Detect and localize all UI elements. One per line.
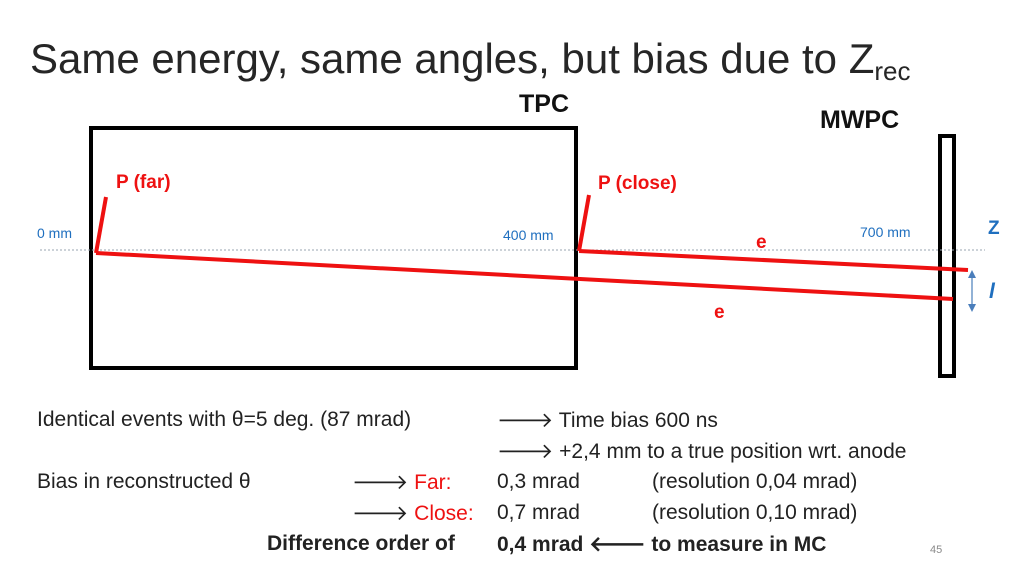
far-row-label: 🡒 Far: bbox=[352, 470, 452, 495]
slide-number: 45 bbox=[930, 544, 943, 556]
p-close-label: P (close) bbox=[598, 173, 677, 194]
e-close-label: e bbox=[756, 232, 767, 253]
mm400-label: 400 mm bbox=[503, 227, 554, 243]
position-bias-line: 🡒 +2,4 mm to a true position wrt. anode bbox=[497, 439, 906, 464]
tpc-box bbox=[89, 126, 578, 370]
right-arrow-icon: 🡒 bbox=[497, 409, 559, 432]
l-label: l bbox=[989, 280, 995, 303]
time-bias-text: Time bias 600 ns bbox=[558, 409, 718, 432]
far-resolution: (resolution 0,04 mrad) bbox=[652, 470, 858, 493]
identical-events-text: Identical events with θ=5 deg. (87 mrad) bbox=[37, 408, 412, 431]
z-axis-label: Z bbox=[988, 218, 1000, 239]
close-label: Close: bbox=[414, 502, 474, 525]
p-far-track bbox=[94, 196, 108, 254]
bias-theta-text: Bias in reconstructed θ bbox=[37, 470, 251, 493]
e-far-track bbox=[95, 251, 954, 301]
e-far-label: e bbox=[714, 302, 725, 323]
far-label: Far: bbox=[414, 471, 452, 494]
l-double-arrow bbox=[968, 270, 976, 312]
difference-line: 0,4 mrad 🡐 to measure in MC bbox=[497, 532, 826, 557]
far-value: 0,3 mrad bbox=[497, 470, 580, 493]
difference-label: Difference order of bbox=[267, 532, 455, 555]
p-far-label: P (far) bbox=[116, 172, 171, 193]
difference-tail: to measure in MC bbox=[651, 533, 827, 556]
e-close-track bbox=[578, 249, 969, 272]
close-resolution: (resolution 0,10 mrad) bbox=[652, 501, 858, 524]
difference-value: 0,4 mrad bbox=[497, 533, 584, 556]
slide-title: Same energy, same angles, but bias due t… bbox=[30, 35, 911, 86]
mwpc-plate bbox=[938, 134, 956, 378]
mwpc-label: MWPC bbox=[820, 106, 900, 134]
position-bias-text: +2,4 mm to a true position wrt. anode bbox=[559, 440, 907, 463]
time-bias-line: 🡒 Time bias 600 ns bbox=[497, 408, 718, 433]
title-subscript: rec bbox=[874, 56, 911, 86]
p-close-track bbox=[577, 194, 591, 252]
mm700-label: 700 mm bbox=[860, 224, 911, 240]
right-arrow-icon: 🡒 bbox=[352, 502, 415, 525]
left-arrow-icon: 🡐 bbox=[589, 533, 646, 556]
right-arrow-icon: 🡒 bbox=[352, 471, 415, 494]
mm0-label: 0 mm bbox=[37, 225, 72, 241]
right-arrow-icon: 🡒 bbox=[497, 440, 560, 463]
close-row-label: 🡒 Close: bbox=[352, 501, 474, 526]
tpc-label: TPC bbox=[519, 90, 569, 118]
title-main: Same energy, same angles, but bias due t… bbox=[30, 35, 875, 82]
close-value: 0,7 mrad bbox=[497, 501, 580, 524]
